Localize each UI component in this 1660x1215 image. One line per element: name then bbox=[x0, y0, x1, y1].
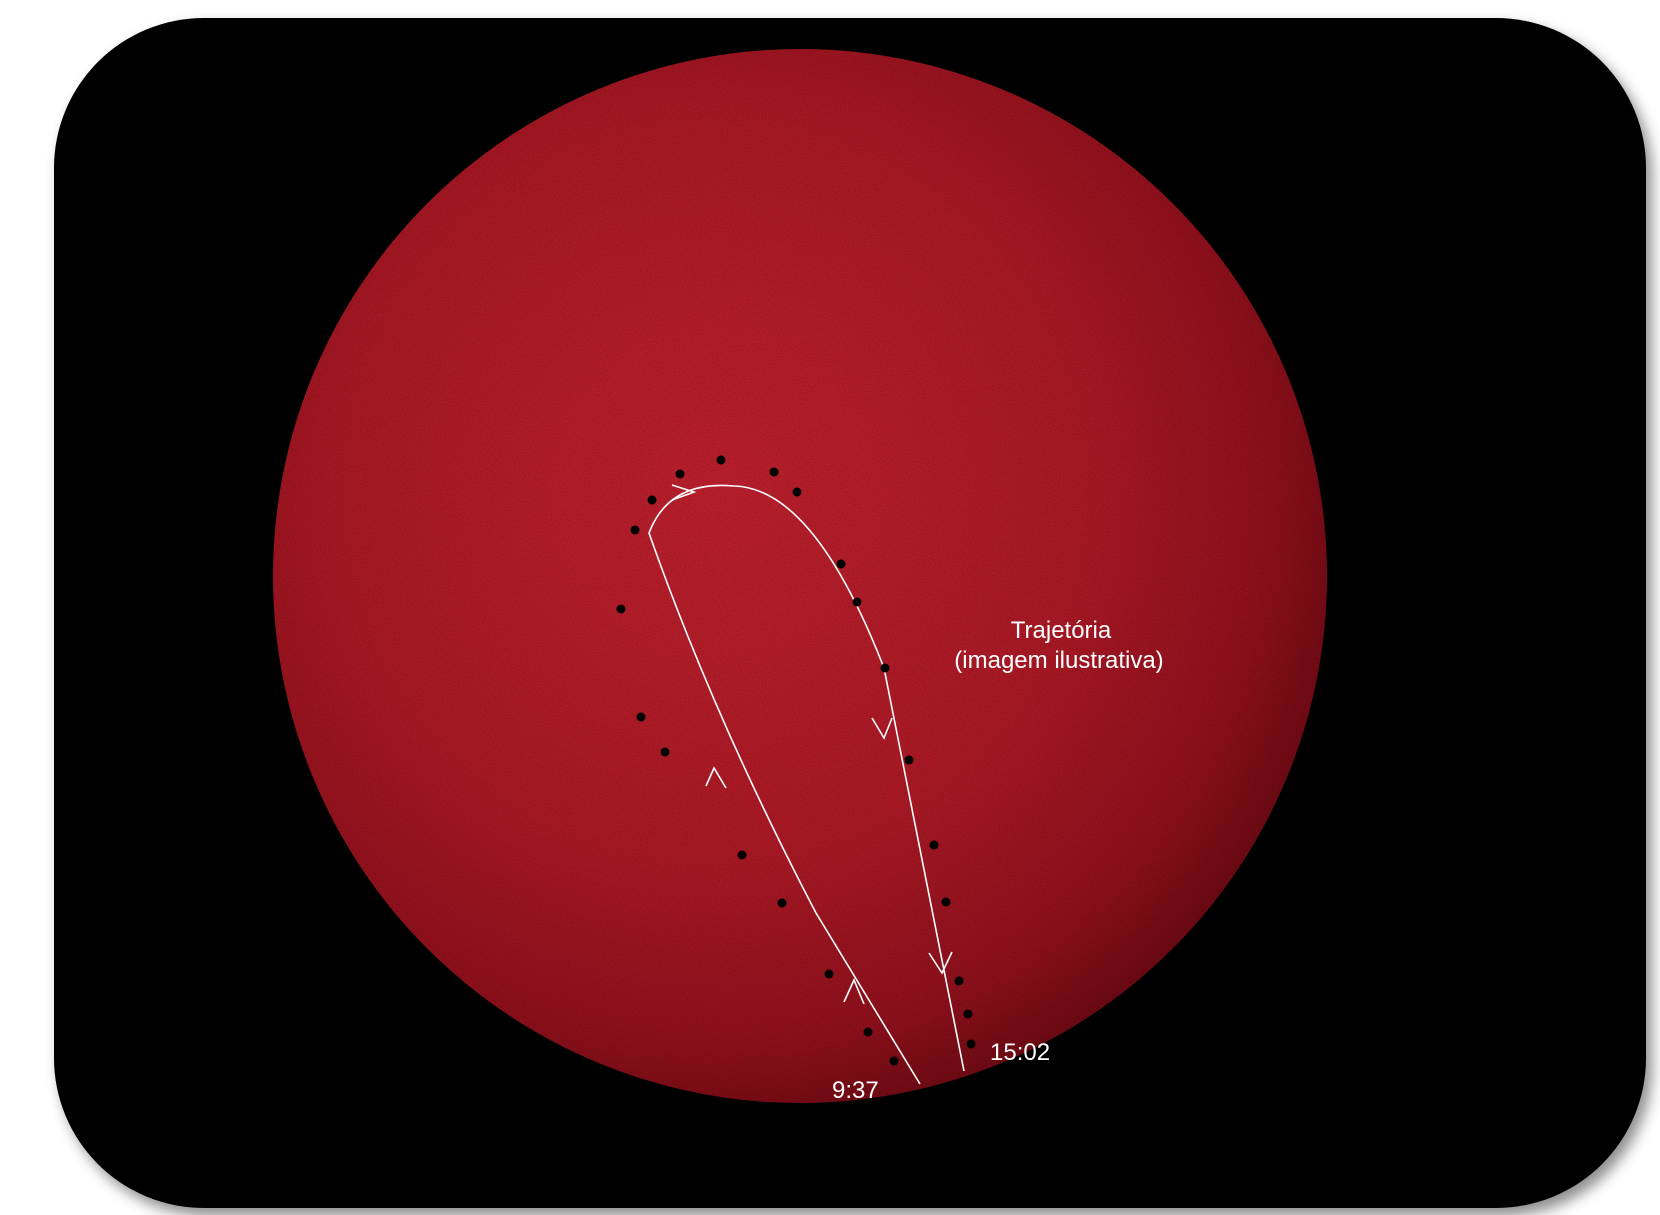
arrow-top bbox=[671, 484, 697, 501]
sunspot-dot bbox=[880, 663, 890, 673]
sun-texture bbox=[273, 49, 1327, 1103]
sunspot-dot bbox=[630, 525, 640, 535]
sunspot-dot bbox=[929, 840, 939, 850]
sunspot-dot bbox=[954, 976, 964, 986]
sunspot-dot bbox=[852, 597, 862, 607]
trajectory-title-line1: Trajetória bbox=[1011, 617, 1112, 644]
arrow-down-1 bbox=[871, 717, 893, 740]
arrow-up-2 bbox=[705, 766, 727, 789]
time-end-label: 15:02 bbox=[990, 1039, 1050, 1066]
trajectory-title-line2: (imagem ilustrativa) bbox=[954, 647, 1163, 674]
sunspot-dot bbox=[636, 712, 646, 722]
sunspot-dot bbox=[660, 747, 670, 757]
sunspot-dot bbox=[716, 455, 726, 465]
sunspot-dot bbox=[941, 897, 951, 907]
sunspot-dot bbox=[836, 559, 846, 569]
sunspot-dot bbox=[792, 487, 802, 497]
sunspot-dot bbox=[966, 1039, 976, 1049]
arrow-down-2 bbox=[928, 951, 953, 975]
sunspots bbox=[616, 455, 976, 1066]
sunspot-dot bbox=[769, 467, 779, 477]
arrow-up-1 bbox=[843, 977, 865, 1005]
trajectory-path bbox=[648, 484, 965, 1085]
sunspot-dot bbox=[963, 1009, 973, 1019]
sunspot-dot bbox=[904, 755, 914, 765]
sunspot-dot bbox=[616, 604, 626, 614]
sunspot-dot bbox=[863, 1027, 873, 1037]
sunspot-dot bbox=[777, 898, 787, 908]
trajectory-arrows bbox=[671, 484, 953, 1005]
time-start-label: 9:37 bbox=[832, 1077, 879, 1104]
sun-scene: Trajetória (imagem ilustrativa) 9:37 15:… bbox=[273, 49, 1327, 1104]
sunspot-dot bbox=[824, 969, 834, 979]
sunspot-dot bbox=[889, 1056, 899, 1066]
sunspot-dot bbox=[737, 850, 747, 860]
sunspot-dot bbox=[647, 495, 657, 505]
sunspot-dot bbox=[675, 469, 685, 479]
image-frame: Trajetória (imagem ilustrativa) 9:37 15:… bbox=[54, 18, 1646, 1208]
